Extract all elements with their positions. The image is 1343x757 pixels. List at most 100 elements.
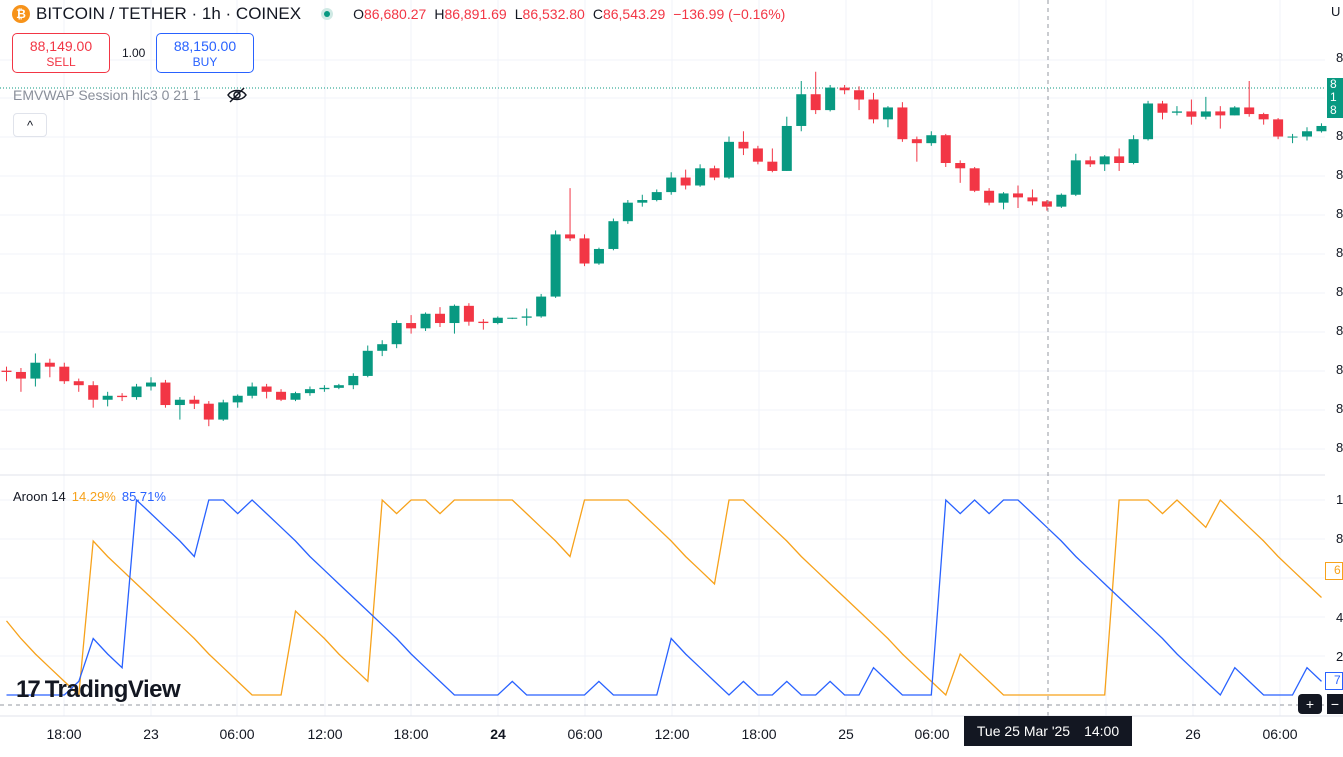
price-label: 8 xyxy=(1336,362,1343,377)
bitcoin-logo-icon: ₿ xyxy=(12,5,30,23)
buy-price: 88,150.00 xyxy=(173,38,237,54)
candle-body xyxy=(1128,139,1139,163)
aroon-up-value: 14.29% xyxy=(71,489,116,504)
candle-body xyxy=(608,221,619,249)
candle-body xyxy=(882,107,893,120)
time-tick: 12:00 xyxy=(307,726,343,742)
collapse-legend-button[interactable]: ^ xyxy=(13,113,47,137)
candle-body xyxy=(102,395,113,400)
candle-body xyxy=(536,296,547,317)
candle-body xyxy=(781,125,792,171)
candle-body xyxy=(44,362,55,367)
candle-body xyxy=(752,148,763,162)
candle-body xyxy=(1041,201,1052,207)
aroon-axis-label: 1 xyxy=(1336,492,1343,507)
price-axis[interactable]: 8 8 8 8 8 8 8 8 8 8 1 8 4 2 xyxy=(1325,0,1343,716)
candle-body xyxy=(478,321,489,324)
last-price-tag: 8 1 8 xyxy=(1327,78,1343,118)
emvwap-indicator-legend[interactable]: EMVWAP Session hlc3 0 21 1 xyxy=(13,87,201,103)
candle-body xyxy=(550,234,561,297)
symbol-title[interactable]: BITCOIN / TETHER · 1h · COINEX xyxy=(36,4,302,23)
candle-body xyxy=(1,370,12,372)
time-tick: 06:00 xyxy=(1262,726,1298,742)
time-axis[interactable]: 18:00 23 06:00 12:00 18:00 24 06:00 12:0… xyxy=(0,716,1343,757)
candle-body xyxy=(232,395,243,403)
time-tick: 25 xyxy=(838,726,854,742)
candle-body xyxy=(911,139,922,144)
aroon-pane xyxy=(5,498,1322,697)
candle-body xyxy=(810,94,821,111)
aroon-down-tag: 7 xyxy=(1325,672,1343,690)
candle-body xyxy=(218,402,229,420)
sell-button[interactable]: 88,149.00 SELL xyxy=(12,33,110,73)
candle-body xyxy=(984,190,995,203)
candle-body xyxy=(839,87,850,91)
currency-unit-label[interactable]: U xyxy=(1331,4,1341,19)
aroon-axis-label: 8 xyxy=(1336,531,1343,546)
aroon-up-line xyxy=(5,498,1322,697)
time-tick: 06:00 xyxy=(914,726,950,742)
candle-body xyxy=(1273,119,1284,137)
candle-body xyxy=(666,177,677,193)
candle-body xyxy=(304,389,315,394)
candle-body xyxy=(174,399,185,406)
candle-body xyxy=(651,192,662,201)
time-tick: 18:00 xyxy=(741,726,777,742)
candle-body xyxy=(15,371,26,379)
time-tick: 26 xyxy=(1185,726,1201,742)
candle-body xyxy=(1013,193,1023,198)
candle-body xyxy=(579,238,590,264)
sell-price: 88,149.00 xyxy=(29,38,93,54)
aroon-up-tag: 6 xyxy=(1325,562,1343,580)
price-label: 8 xyxy=(1336,440,1343,455)
candle-body xyxy=(1186,111,1197,117)
buy-button[interactable]: 88,150.00 BUY xyxy=(156,33,254,73)
candle-body xyxy=(1099,156,1110,165)
candle-body xyxy=(406,323,417,329)
candle-body xyxy=(1114,156,1125,163)
candle-body xyxy=(695,168,706,186)
price-label: 8 xyxy=(1336,245,1343,260)
symbol-legend[interactable]: ₿ BITCOIN / TETHER · 1h · COINEX O86,680… xyxy=(12,4,785,24)
candle-body xyxy=(1244,107,1255,115)
zoom-out-button[interactable]: − xyxy=(1327,694,1343,714)
eye-crossed-icon[interactable] xyxy=(226,86,248,104)
quantity-value[interactable]: 1.00 xyxy=(122,46,146,60)
aroon-name: Aroon 14 xyxy=(13,489,66,504)
buy-label: BUY xyxy=(192,55,218,69)
candle-body xyxy=(738,141,749,149)
candle-body xyxy=(1070,160,1081,195)
candle-body xyxy=(88,385,99,400)
candle-body xyxy=(854,90,865,100)
candle-body xyxy=(333,385,344,388)
tradingview-logo[interactable]: 17 TradingView xyxy=(16,676,181,704)
candle-body xyxy=(825,87,836,111)
time-tick: 18:00 xyxy=(393,726,429,742)
candle-body xyxy=(1302,131,1312,137)
candle-body xyxy=(203,403,214,420)
candle-body xyxy=(680,177,691,186)
price-label: 8 xyxy=(1336,284,1343,299)
candle-body xyxy=(348,375,359,386)
candle-body xyxy=(377,344,388,351)
candle-body xyxy=(362,350,373,376)
price-label: 8 xyxy=(1336,50,1343,65)
zoom-in-button[interactable]: + xyxy=(1298,694,1322,714)
price-label: 8 xyxy=(1336,323,1343,338)
time-tick: 12:00 xyxy=(654,726,690,742)
candle-body xyxy=(955,163,966,169)
aroon-legend[interactable]: Aroon 14 14.29% 85.71% xyxy=(13,489,166,504)
aroon-axis-label: 4 xyxy=(1336,610,1343,625)
candle-body xyxy=(1200,111,1211,117)
candle-body xyxy=(189,399,200,404)
candle-body xyxy=(796,94,807,126)
candle-body xyxy=(637,200,648,203)
candle-body xyxy=(622,202,633,222)
time-tick: 06:00 xyxy=(219,726,255,742)
candle-body xyxy=(940,135,951,163)
time-tick: 23 xyxy=(143,726,159,742)
aroon-axis-label: 2 xyxy=(1336,649,1343,664)
candle-body xyxy=(435,313,445,324)
candle-body xyxy=(709,168,720,178)
